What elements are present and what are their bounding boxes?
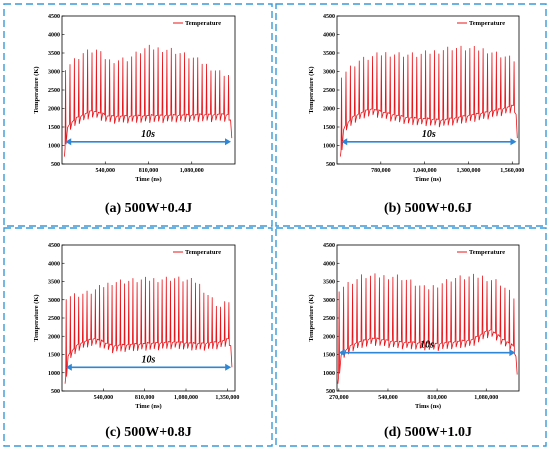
y-tick-label: 3000 bbox=[323, 298, 335, 304]
x-tick-label: 810,000 bbox=[139, 168, 159, 174]
legend-label: Temperature bbox=[469, 249, 505, 256]
x-tick-label: 540,000 bbox=[94, 395, 114, 401]
y-tick-label: 4500 bbox=[48, 14, 60, 20]
y-tick-label: 1000 bbox=[323, 371, 335, 377]
span-arrow-head-right bbox=[509, 349, 516, 357]
span-arrow-head-left bbox=[338, 349, 345, 357]
y-tick-label: 2500 bbox=[48, 88, 60, 94]
temperature-series-line bbox=[64, 276, 233, 384]
panel-caption: (d) 500W+1.0J bbox=[384, 425, 472, 440]
panel-frame-1 bbox=[3, 3, 273, 227]
y-tick-label: 4000 bbox=[323, 261, 335, 267]
span-arrow-head-left bbox=[65, 363, 72, 371]
plot-area bbox=[61, 244, 236, 392]
chart-panel-1: 500 1000 1500 2000 2500 3000 3500 4000 4500 540,0… bbox=[33, 14, 236, 216]
y-tick-label: 4500 bbox=[48, 243, 60, 249]
span-arrow-head-right bbox=[225, 363, 232, 371]
span-label: 10s bbox=[420, 340, 434, 351]
y-tick-label: 2000 bbox=[48, 107, 60, 113]
x-axis-label: Tims (ns) bbox=[415, 403, 441, 410]
y-tick-label: 1500 bbox=[323, 125, 335, 131]
panel-frame-3 bbox=[3, 227, 273, 447]
x-tick-label: 1,040,000 bbox=[413, 168, 437, 174]
chart-panel-4: 500 1000 1500 2000 2500 3000 3500 4000 4500 270,0… bbox=[308, 243, 520, 440]
y-tick-label: 2000 bbox=[323, 334, 335, 340]
x-tick-label: 810,000 bbox=[135, 395, 155, 401]
x-tick-label: 1,560,000 bbox=[500, 168, 524, 174]
panel-frame-4 bbox=[275, 227, 547, 447]
y-tick-label: 1000 bbox=[323, 144, 335, 150]
span-arrow-head-right bbox=[224, 138, 231, 146]
y-tick-label: 3000 bbox=[48, 298, 60, 304]
x-tick-label: 1,080,000 bbox=[174, 395, 198, 401]
x-axis-label: Time (ns) bbox=[135, 403, 161, 410]
y-tick-label: 4500 bbox=[323, 243, 335, 249]
chart-panel-2: 500 1000 1500 2000 2500 3000 3500 4000 4500 780,0… bbox=[308, 14, 524, 216]
y-tick-label: 3000 bbox=[323, 70, 335, 76]
span-label: 10s bbox=[141, 129, 155, 140]
x-axis-label: Time (ns) bbox=[135, 176, 161, 183]
y-axis-label: Temperature (K) bbox=[33, 294, 40, 341]
temperature-series-line bbox=[339, 45, 518, 157]
y-tick-label: 2500 bbox=[48, 316, 60, 322]
chart-panel-3: 500 1000 1500 2000 2500 3000 3500 4000 4500 540,0… bbox=[33, 243, 239, 440]
y-tick-label: 3500 bbox=[323, 51, 335, 57]
y-tick-label: 1500 bbox=[48, 353, 60, 359]
temperature-series-line bbox=[64, 44, 233, 157]
x-tick-label: 270,000 bbox=[329, 395, 349, 401]
y-tick-label: 500 bbox=[326, 389, 335, 395]
x-tick-label: 540,000 bbox=[378, 395, 398, 401]
legend-label: Temperature bbox=[469, 20, 505, 27]
y-tick-label: 3500 bbox=[323, 280, 335, 286]
y-tick-label: 1000 bbox=[48, 144, 60, 150]
panel-caption: (c) 500W+0.8J bbox=[105, 425, 192, 440]
x-axis-label: Time (ns) bbox=[415, 176, 441, 183]
y-tick-label: 2500 bbox=[323, 316, 335, 322]
y-axis-label: Temperature (K) bbox=[33, 66, 40, 113]
y-tick-label: 3500 bbox=[48, 280, 60, 286]
x-tick-label: 780,000 bbox=[371, 168, 391, 174]
x-tick-label: 1,300,000 bbox=[456, 168, 480, 174]
panel-caption: (b) 500W+0.6J bbox=[384, 201, 472, 216]
y-tick-label: 500 bbox=[51, 389, 60, 395]
y-tick-label: 2000 bbox=[323, 107, 335, 113]
y-tick-label: 1000 bbox=[48, 371, 60, 377]
panel-frame-2 bbox=[275, 3, 547, 227]
x-tick-label: 1,080,000 bbox=[180, 168, 204, 174]
y-tick-label: 2500 bbox=[323, 88, 335, 94]
y-tick-label: 500 bbox=[326, 162, 335, 168]
panel-caption: (a) 500W+0.4J bbox=[105, 201, 192, 216]
y-tick-label: 4000 bbox=[48, 33, 60, 39]
y-axis-label: Temperature (K) bbox=[308, 66, 315, 113]
x-tick-label: 1,080,000 bbox=[474, 395, 498, 401]
y-tick-label: 3500 bbox=[48, 51, 60, 57]
y-tick-label: 4500 bbox=[323, 14, 335, 20]
y-tick-label: 500 bbox=[51, 162, 60, 168]
span-arrow-head-left bbox=[341, 138, 348, 146]
span-label: 10s bbox=[142, 354, 156, 365]
legend-label: Temperature bbox=[185, 249, 221, 256]
legend-label: Temperature bbox=[185, 20, 221, 27]
y-tick-label: 3000 bbox=[48, 70, 60, 76]
temperature-series-line bbox=[337, 273, 518, 384]
x-tick-label: 810,000 bbox=[427, 395, 447, 401]
span-arrow-head-left bbox=[65, 138, 72, 146]
y-axis-label: Temperature (K) bbox=[308, 294, 315, 341]
y-tick-label: 1500 bbox=[323, 353, 335, 359]
y-tick-label: 2000 bbox=[48, 334, 60, 340]
x-tick-label: 540,000 bbox=[96, 168, 116, 174]
span-arrow-head-right bbox=[510, 138, 517, 146]
y-tick-label: 4000 bbox=[48, 261, 60, 267]
span-label: 10s bbox=[422, 129, 436, 140]
x-tick-label: 1,350,000 bbox=[215, 395, 239, 401]
y-tick-label: 1500 bbox=[48, 125, 60, 131]
y-tick-label: 4000 bbox=[323, 33, 335, 39]
